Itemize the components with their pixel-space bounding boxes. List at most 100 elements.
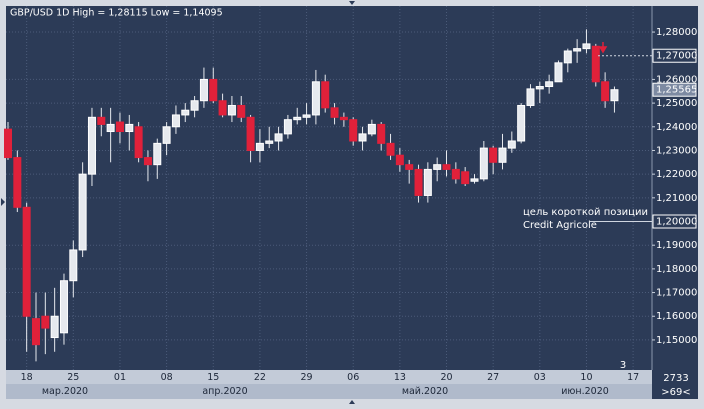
month-label: май.2020	[402, 386, 448, 397]
candle-body	[311, 81, 320, 116]
candle-body	[433, 164, 442, 170]
signal-arrow	[598, 42, 608, 54]
candle-body	[330, 107, 339, 118]
candle-body	[573, 48, 582, 52]
candle-body	[22, 206, 31, 317]
candle-body	[97, 116, 106, 125]
candle-body	[526, 88, 535, 106]
candle-body	[283, 119, 292, 135]
candle-body	[171, 114, 180, 128]
y-tick-label: 1,19000	[656, 240, 697, 251]
candle-body	[237, 104, 246, 118]
price-axis	[652, 6, 698, 370]
x-tick-label: 13	[394, 372, 406, 383]
x-tick-label: 18	[21, 372, 33, 383]
x-tick-label: 20	[440, 372, 452, 383]
y-tick-label: 1,15000	[656, 335, 697, 346]
last-price-label: 1,25565	[656, 85, 697, 96]
candle-body	[209, 78, 218, 102]
candle-body	[461, 171, 470, 185]
candle-body	[591, 45, 600, 83]
candle-body	[554, 62, 563, 83]
candle-body	[190, 100, 199, 111]
candle-body	[563, 50, 572, 64]
x-tick-label: 15	[207, 372, 219, 383]
candle-body	[545, 81, 554, 88]
candle-body	[50, 315, 59, 339]
candle-body	[115, 121, 124, 133]
candle-body	[610, 89, 619, 102]
candle-body	[59, 280, 68, 334]
candle-body	[517, 104, 526, 142]
chart-title: GBP/USD 1D High = 1,28115 Low = 1,14095	[10, 8, 223, 19]
x-tick-label: 22	[254, 372, 266, 383]
note: 3	[620, 360, 626, 371]
candle-body	[41, 315, 50, 329]
candle-body	[479, 147, 488, 180]
scroll-arrow[interactable]	[349, 1, 355, 5]
candle-body	[153, 142, 162, 166]
y-tick-label: 1,16000	[656, 311, 697, 322]
candle-body	[302, 114, 311, 118]
x-tick-label: 10	[580, 372, 592, 383]
annotation: цель короткой позиции	[523, 207, 648, 218]
date-axis	[6, 370, 698, 384]
month-label: апр.2020	[202, 386, 247, 397]
candle-body	[181, 109, 190, 116]
last-price-box	[652, 82, 697, 97]
candle-body	[246, 116, 255, 151]
candle-body	[498, 147, 507, 163]
x-tick-label: 17	[627, 372, 639, 383]
scroll-arrow[interactable]	[1, 198, 5, 206]
candle-body	[507, 140, 516, 149]
level-label: 1,27000	[656, 51, 697, 62]
candle-body	[386, 142, 395, 156]
candle-body	[414, 168, 423, 196]
candle-body	[31, 318, 40, 346]
candle-body	[293, 116, 302, 121]
level-box	[652, 214, 697, 229]
candle-body	[255, 142, 264, 151]
candle-body	[125, 123, 134, 133]
x-tick-label: 25	[67, 372, 79, 383]
candle-body	[423, 168, 432, 196]
candle-body	[265, 140, 274, 144]
candle-body	[405, 164, 414, 170]
candle-body	[582, 43, 591, 50]
y-tick-label: 1,23000	[656, 145, 697, 156]
candles	[4, 29, 619, 362]
candle-body	[4, 128, 12, 159]
corner	[652, 370, 698, 399]
scroll-arrow[interactable]	[349, 400, 355, 404]
y-tick-label: 1,28000	[656, 27, 697, 38]
corner-label: >69<	[661, 387, 690, 398]
month-label: июн.2020	[561, 386, 609, 397]
y-tick-label: 1,18000	[656, 264, 697, 275]
candle-body	[377, 123, 386, 144]
candle-body	[143, 157, 152, 166]
plot-area	[6, 6, 652, 370]
candle-body	[274, 133, 283, 142]
candle-body	[162, 126, 171, 144]
corner-label: 2733	[663, 373, 688, 384]
candle-body	[87, 116, 96, 175]
x-tick-label: 29	[301, 372, 313, 383]
candle-body	[218, 100, 227, 116]
candle-body	[69, 249, 78, 282]
month-axis	[6, 384, 652, 399]
candle-body	[349, 119, 358, 142]
x-tick-label: 01	[114, 372, 126, 383]
candle-body	[134, 126, 143, 159]
candle-body	[395, 154, 404, 166]
candle-body	[339, 116, 348, 121]
y-tick-label: 1,26000	[656, 74, 697, 85]
candle-body	[227, 104, 236, 116]
y-tick-label: 1,24000	[656, 122, 697, 133]
candle-body	[535, 86, 544, 90]
candle-body	[321, 81, 330, 109]
candle-body	[442, 164, 451, 170]
candle-body	[358, 133, 367, 142]
candle-body	[367, 123, 376, 135]
level-box	[652, 48, 697, 63]
